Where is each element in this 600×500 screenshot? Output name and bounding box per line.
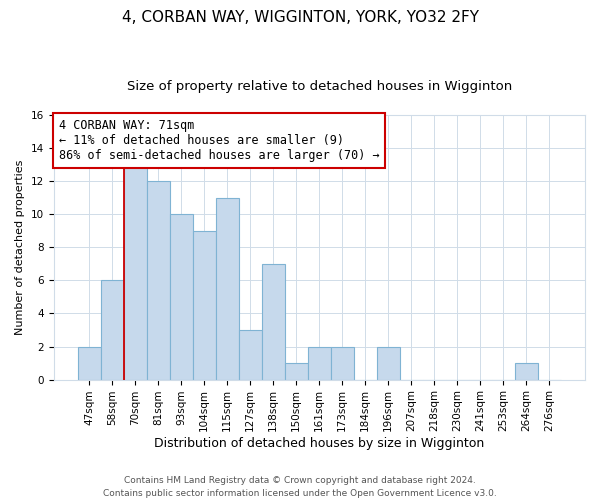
Text: 4, CORBAN WAY, WIGGINTON, YORK, YO32 2FY: 4, CORBAN WAY, WIGGINTON, YORK, YO32 2FY <box>121 10 479 25</box>
Bar <box>308 346 331 380</box>
Bar <box>331 346 354 380</box>
Bar <box>170 214 193 380</box>
Bar <box>285 363 308 380</box>
Bar <box>262 264 285 380</box>
Bar <box>515 363 538 380</box>
X-axis label: Distribution of detached houses by size in Wigginton: Distribution of detached houses by size … <box>154 437 484 450</box>
Bar <box>101 280 124 380</box>
Bar <box>377 346 400 380</box>
Bar <box>216 198 239 380</box>
Bar <box>239 330 262 380</box>
Bar <box>193 231 216 380</box>
Text: Contains HM Land Registry data © Crown copyright and database right 2024.
Contai: Contains HM Land Registry data © Crown c… <box>103 476 497 498</box>
Bar <box>124 164 147 380</box>
Bar <box>77 346 101 380</box>
Text: 4 CORBAN WAY: 71sqm
← 11% of detached houses are smaller (9)
86% of semi-detache: 4 CORBAN WAY: 71sqm ← 11% of detached ho… <box>59 119 379 162</box>
Bar <box>147 181 170 380</box>
Y-axis label: Number of detached properties: Number of detached properties <box>15 160 25 335</box>
Title: Size of property relative to detached houses in Wigginton: Size of property relative to detached ho… <box>127 80 512 93</box>
